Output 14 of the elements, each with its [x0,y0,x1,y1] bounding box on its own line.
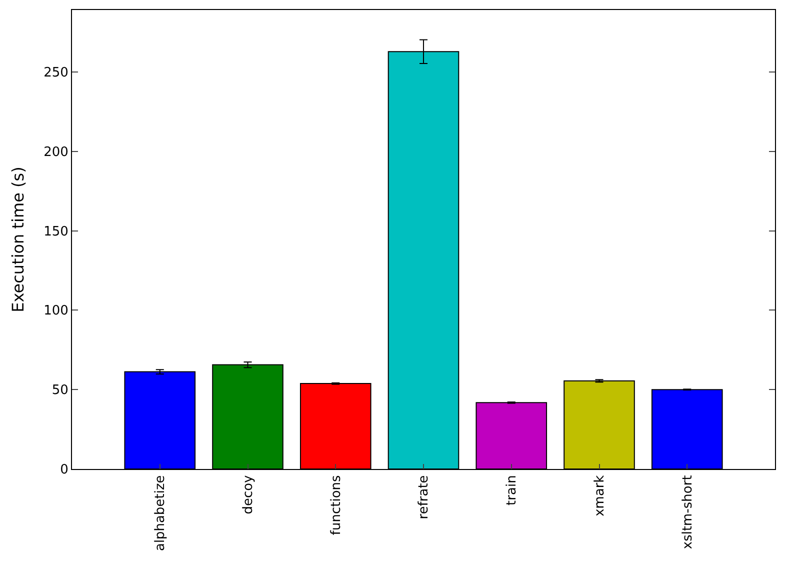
x-tick-label: alphabetize [153,475,168,552]
x-tick-label: train [504,475,520,506]
x-tick-label: refrate [416,475,432,520]
x-tick-label: functions [328,474,344,536]
y-tick-label: 50 [52,383,68,398]
y-tick-label: 200 [44,144,68,160]
y-tick-label: 150 [44,224,68,240]
x-tick-label: xsltm-short [680,475,696,550]
y-tick-label: 250 [44,65,68,80]
y-tick-label: 0 [60,462,68,478]
x-tick-label: decoy [240,474,256,514]
x-tick-label: xmark [592,474,608,516]
y-tick-label: 100 [44,304,68,319]
y-axis-title: Execution time (s) [8,166,28,312]
